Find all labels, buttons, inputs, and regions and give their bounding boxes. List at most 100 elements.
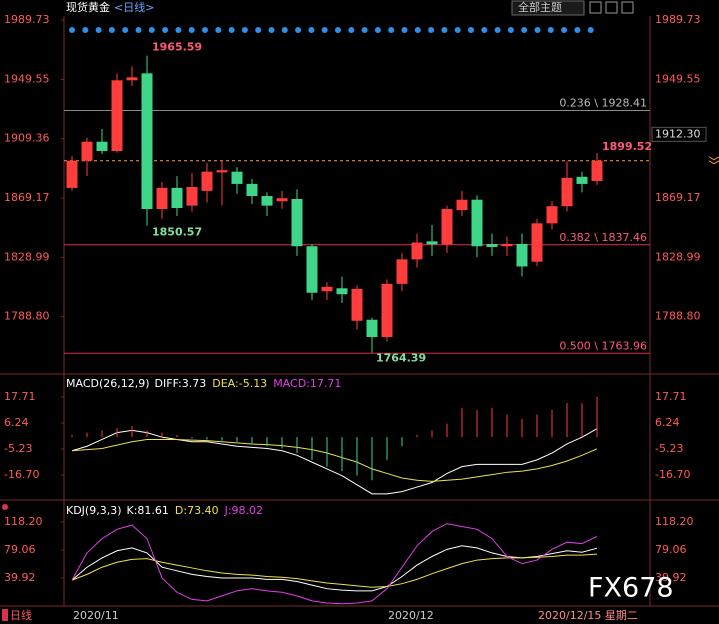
candle-body [366,319,378,338]
event-dot [308,27,315,33]
event-dot [348,27,355,33]
event-dot [228,27,235,33]
event-dot [69,27,75,33]
event-dot [414,27,421,33]
x-tick-label: 2020/12 [388,609,434,622]
period-icon [2,609,8,621]
candle-body [351,288,363,321]
candle-body [336,288,348,295]
event-dot [507,27,514,33]
event-dot [295,27,302,33]
event-dot [188,27,195,33]
candle-body [456,199,468,211]
y-tick-label-right: -5.23 [655,442,683,455]
candle-body [186,187,198,206]
footer-period[interactable]: 日线 [10,608,32,622]
y-tick-label-right: 1949.55 [655,72,701,85]
y-tick-label-right: 17.71 [655,390,687,403]
event-dot [468,27,474,33]
watermark: FX678 [588,573,674,604]
candle-body [231,171,243,184]
event-dot [401,27,408,33]
y-tick-label: 39.92 [4,571,36,584]
candle-body [96,141,108,151]
event-dot [481,27,488,33]
candle-body [486,244,498,247]
candle-body [381,283,393,338]
kdj-line [71,523,598,605]
event-dot [135,27,142,33]
candle-body [321,286,333,292]
y-tick-label-right: 1989.73 [655,13,701,26]
event-dot [441,27,448,33]
event-dot [494,27,501,33]
event-dot [255,27,262,33]
icon-button[interactable] [605,1,618,14]
y-tick-label: 1869.17 [4,191,50,204]
candle-body [531,223,543,262]
y-tick-label: 1909.36 [4,132,50,145]
event-dot [122,27,129,33]
icon-button[interactable] [589,1,602,14]
event-dot [428,27,435,33]
candle-body [201,171,213,191]
y-tick-label-right: 79.06 [655,543,687,556]
event-dot [175,27,182,33]
price-marker-label: 1912.30 [655,127,701,140]
candle-body [546,206,558,224]
candle-body [66,160,78,188]
event-dot [547,27,554,33]
event-dot [587,27,594,33]
icon-button[interactable] [621,1,634,14]
candle-body [141,73,153,210]
candle-body [561,177,573,207]
y-tick-label-right: 6.24 [655,416,680,429]
y-tick-label-right: 1828.99 [655,250,701,263]
event-dot [534,27,541,33]
low-annotation: 1764.39 [376,352,426,365]
event-dot [108,27,115,33]
macd-line [71,438,598,482]
candle-body [516,244,528,267]
y-tick-label-right: 1788.80 [655,310,701,323]
y-tick-label: 79.06 [4,543,36,556]
event-dot [268,27,275,33]
candle-body [216,170,228,173]
fib-label: 0.236 \ 1928.41 [559,97,647,110]
event-dot [162,27,169,33]
candle-body [246,183,258,197]
fib-label: 0.382 \ 1837.46 [559,231,647,244]
legend-entry: MACD:17.71 [273,377,341,390]
candle-body [156,187,168,210]
candle-body [426,241,438,245]
event-dot [215,27,222,33]
candle-body [501,244,513,247]
price-marker [651,126,707,142]
period: <日线> [114,0,154,14]
theme-button[interactable] [511,0,585,16]
event-dot [454,27,461,33]
candle-body [261,196,273,206]
y-tick-label-right: 39.92 [655,571,687,584]
event-dot [321,27,328,33]
legend-entry: DEA:-5.13 [212,377,267,390]
kdj-line [71,545,598,592]
low-annotation: 1850.57 [152,225,202,238]
macd-line [71,428,598,495]
candle-body [411,242,423,260]
event-dot [361,27,368,33]
candle-body [591,160,603,181]
candle-body [81,141,93,161]
event-dot [374,27,381,33]
legend-entry: K:81.61 [127,504,169,517]
event-dot [241,27,248,33]
candle-body [471,199,483,247]
candle-body [111,80,123,151]
high-annotation: 1965.59 [152,41,202,54]
event-dot [335,27,341,33]
event-dot [388,27,395,33]
theme-button-label[interactable]: 全部主题 [518,0,562,14]
